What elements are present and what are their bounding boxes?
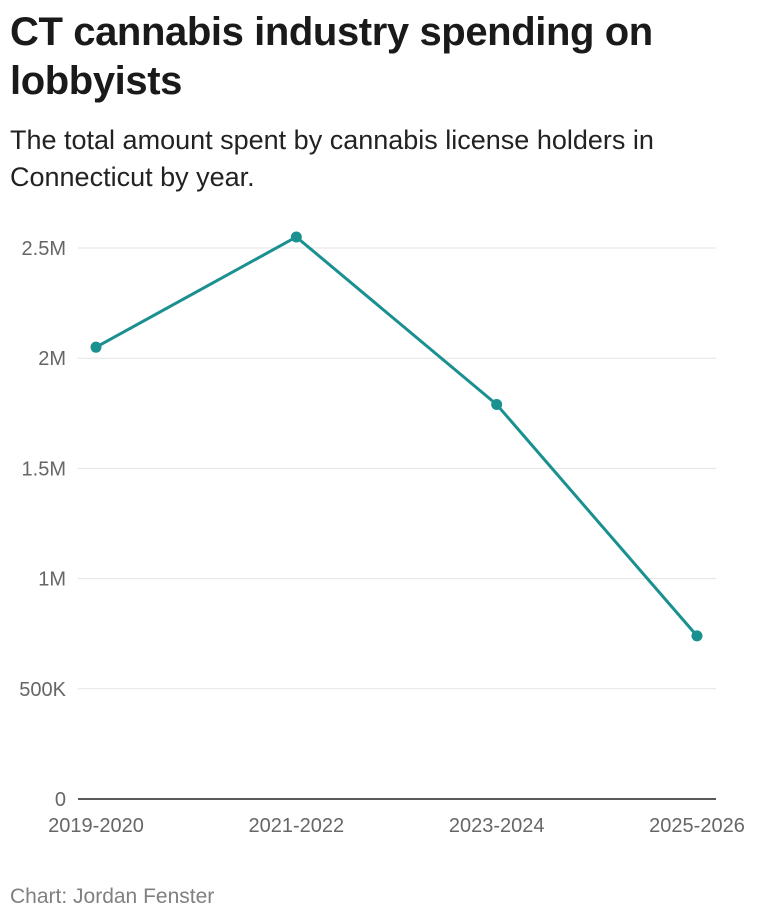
- series-layer: [90, 231, 703, 642]
- data-point[interactable]: [691, 630, 703, 642]
- data-point[interactable]: [491, 398, 503, 410]
- chart-subtitle: The total amount spent by cannabis licen…: [10, 125, 654, 192]
- data-point[interactable]: [290, 231, 302, 243]
- x-tick-label: 2021-2022: [249, 815, 345, 837]
- y-axis-tick-labels: 0 500K 1M 1.5M 2M 2.5M: [19, 238, 66, 811]
- x-axis-tick-labels: 2019-2020 2021-2022 2023-2024 2025-2026: [48, 815, 745, 837]
- y-tick-label: 2M: [38, 348, 66, 370]
- y-tick-label: 1.5M: [22, 458, 66, 480]
- y-tick-label: 1M: [38, 569, 66, 591]
- series-line: [94, 235, 699, 638]
- y-tick-label: 0: [55, 789, 66, 811]
- y-tick-label: 500K: [19, 679, 66, 701]
- chart-title: CT cannabis industry spending on lobbyis…: [10, 10, 653, 103]
- data-point[interactable]: [90, 341, 102, 353]
- x-tick-label: 2019-2020: [48, 815, 144, 837]
- y-tick-label: 2.5M: [22, 238, 66, 260]
- x-tick-label: 2025-2026: [649, 815, 745, 837]
- gridlines: [78, 247, 716, 690]
- chart-credit: Chart: Jordan Fenster: [10, 885, 215, 908]
- x-tick-label: 2023-2024: [449, 815, 545, 837]
